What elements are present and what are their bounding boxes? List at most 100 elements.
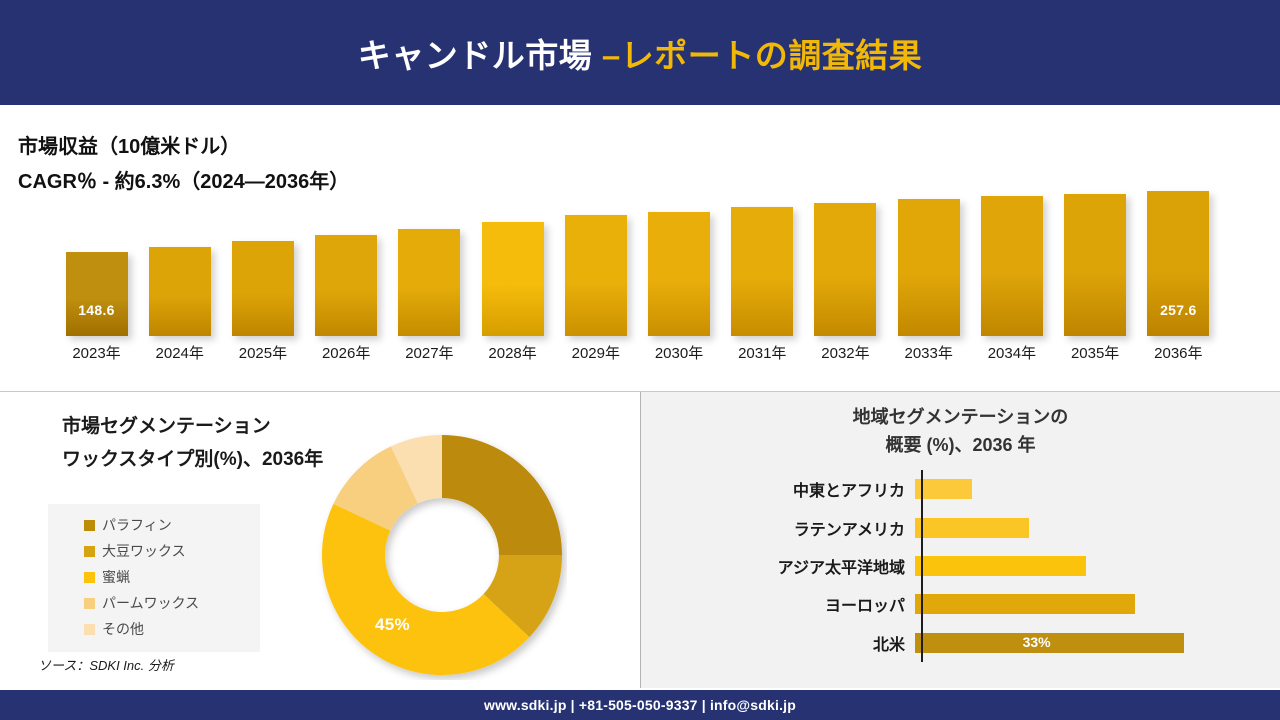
donut-slice[interactable] <box>333 446 418 531</box>
column-axis-label: 2023年 <box>72 345 121 362</box>
column-slot <box>721 207 804 336</box>
column-bar: 148.6 <box>65 252 128 336</box>
legend-item-label: 大豆ワックス <box>102 543 186 559</box>
column-bar <box>481 222 544 336</box>
column-axis-label: 2034年 <box>987 345 1037 362</box>
column-slot <box>471 222 554 336</box>
donut-slice[interactable] <box>390 435 442 504</box>
legend-swatch-icon <box>84 623 95 635</box>
segmentation-heading-line1: 市場セグメンテーション <box>62 416 271 437</box>
column-axis-label: 2035年 <box>1070 345 1120 362</box>
region-bar-row: アジア太平洋地域 <box>741 551 1241 581</box>
legend-item[interactable]: その他 <box>84 616 250 642</box>
header-band: キャンドル市場 –レポートの調査結果 <box>0 0 1280 105</box>
footer-band: www.sdki.jp | +81-505-050-9337 | info@sd… <box>0 690 1280 720</box>
column-bar <box>1064 194 1127 336</box>
market-segmentation-panel: 市場セグメンテーション ワックスタイプ別(%)、2036年 パラフィン大豆ワック… <box>0 392 640 688</box>
region-bar-cell <box>913 594 1241 615</box>
column-axis-label: 2028年 <box>488 345 537 362</box>
column-slot <box>970 196 1053 336</box>
column-slot <box>638 212 721 336</box>
column-slot <box>388 229 471 336</box>
region-category-label: 北米 <box>872 636 905 654</box>
segmentation-heading: 市場セグメンテーション ワックスタイプ別(%)、2036年 <box>62 410 392 477</box>
region-category-label: アジア太平洋地域 <box>777 559 905 577</box>
donut-svg <box>322 435 562 675</box>
divider-vertical <box>640 392 641 688</box>
source-note: ソース：SDKI Inc. 分析 <box>38 658 174 673</box>
legend-swatch-icon <box>84 545 95 557</box>
page-title: キャンドル市場 –レポートの調査結果 <box>358 29 923 77</box>
region-segmentation-panel: 地域セグメンテーションの 概要 (%)、2036 年 中東とアフリカ ラテンアメリ… <box>641 392 1280 688</box>
column-bar <box>148 247 211 336</box>
legend-swatch-icon <box>84 519 95 531</box>
column-axis-label: 2026年 <box>321 345 371 362</box>
column-slot <box>221 232 304 336</box>
column-axis-label: 2029年 <box>571 345 620 362</box>
column-slot <box>138 232 221 336</box>
column-bar <box>980 196 1043 336</box>
region-heading-line2: 概要 (%)、2036 年 <box>885 434 1036 455</box>
legend-swatch-icon <box>84 571 95 583</box>
legend-item[interactable]: 蜜蝋 <box>84 564 250 590</box>
region-category-label: ヨーロッパ <box>824 598 905 616</box>
market-revenue-label: 市場収益（10億米ドル） <box>18 136 241 158</box>
donut-legend: パラフィン大豆ワックス 蜜蝋パームワックス その他 <box>48 504 260 652</box>
page-title-sub: –レポートの調査結果 <box>601 36 923 74</box>
region-bar[interactable] <box>915 555 1086 576</box>
column-bar <box>231 241 294 336</box>
donut-slice[interactable] <box>442 435 562 555</box>
column-bar <box>398 229 461 336</box>
column-chart-plot: 148.6 257.6 <box>55 191 1220 336</box>
column-bar <box>897 199 960 336</box>
legend-item[interactable]: パームワックス <box>84 590 250 616</box>
donut-slice[interactable] <box>483 555 562 638</box>
region-heading-line1: 地域セグメンテーションの <box>852 407 1069 427</box>
legend-item-label: 蜜蝋 <box>102 569 130 585</box>
region-bar-row: ラテンアメリカ <box>741 513 1241 543</box>
legend-item[interactable]: 大豆ワックス <box>84 538 250 564</box>
legend-item[interactable]: パラフィン <box>84 512 250 538</box>
column-axis-label: 2036年 <box>1154 345 1203 362</box>
cagr-label: CAGR％ - 約6.3%（2024―2036年） <box>18 171 350 193</box>
region-category-label: ラテンアメリカ <box>793 521 905 539</box>
column-axis-label: 2027年 <box>405 345 454 362</box>
region-chart-plot: 中東とアフリカ ラテンアメリカアジア太平洋地域ヨーロッパ北米 33% <box>741 470 1241 662</box>
region-bar-rows: 中東とアフリカ ラテンアメリカアジア太平洋地域ヨーロッパ北米 33% <box>741 470 1241 662</box>
column-axis-label: 2033年 <box>904 345 953 362</box>
donut-primary-value: 45% <box>375 615 410 634</box>
page-title-main: キャンドル市場 <box>357 36 602 74</box>
legend-item-label: パラフィン <box>102 517 172 533</box>
donut-slice[interactable] <box>322 503 530 675</box>
region-bar-cell <box>913 517 1241 538</box>
region-bar[interactable]: 33% <box>915 632 1184 653</box>
revenue-column-chart: 148.6 257.6 2023年 2024年 2025年 2026年 2027年 2028… <box>0 191 1280 380</box>
region-bar-row: ヨーロッパ <box>741 589 1241 619</box>
column-bar: 257.6 <box>1147 191 1210 336</box>
region-bar-row: 北米 33% <box>741 628 1241 658</box>
column-slot: 148.6 <box>55 232 138 336</box>
column-bar <box>648 212 711 336</box>
region-bar-cell <box>913 479 1241 500</box>
legend-swatch-icon <box>84 597 95 609</box>
region-bar-cell <box>913 555 1241 576</box>
donut-chart: 45% <box>317 430 567 680</box>
region-bar-cell: 33% <box>913 632 1241 653</box>
region-category-label: 中東とアフリカ <box>792 483 905 501</box>
column-axis-label: 2025年 <box>238 345 288 362</box>
region-axis-line <box>921 470 923 662</box>
column-slot: 257.6 <box>1137 191 1220 336</box>
region-bar-value: 33% <box>1022 633 1051 650</box>
region-heading: 地域セグメンテーションの 概要 (%)、2036 年 <box>641 404 1280 460</box>
region-bar[interactable] <box>915 479 972 500</box>
region-bar[interactable] <box>915 594 1135 615</box>
segmentation-heading-line2: ワックスタイプ別(%)、2036年 <box>62 449 324 471</box>
column-bar <box>315 235 378 336</box>
column-slot <box>804 203 887 336</box>
column-axis-label: 2032年 <box>821 345 870 362</box>
subtitle-block: 市場収益（10億米ドル） CAGR％ - 約6.3%（2024―2036年） <box>18 130 618 200</box>
region-bar[interactable] <box>915 517 1029 538</box>
column-axis-label: 2030年 <box>654 345 704 362</box>
column-chart-axis-labels: 2023年 2024年 2025年 2026年 2027年 2028年 2029年 2030年… <box>55 342 1220 363</box>
